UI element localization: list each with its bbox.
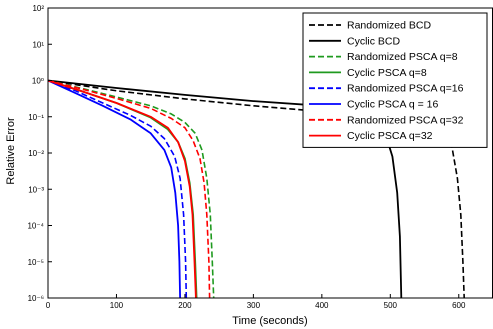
legend-label-4: Randomized PSCA q=16 xyxy=(347,83,464,95)
y-tick-label: 10⁻⁵ xyxy=(28,258,44,267)
series-line-6 xyxy=(48,79,211,298)
series-line-5 xyxy=(48,79,181,298)
x-axis-label: Time (seconds) xyxy=(232,315,307,327)
x-tick-label: 300 xyxy=(247,301,261,310)
series-line-4 xyxy=(48,79,188,298)
x-tick-label: 0 xyxy=(46,301,51,310)
y-tick-label: 10¹ xyxy=(32,40,44,49)
y-tick-label: 10² xyxy=(32,4,44,13)
y-tick-label: 10⁻⁶ xyxy=(28,294,44,303)
legend-label-6: Randomized PSCA q=32 xyxy=(347,114,464,126)
y-tick-label: 10⁻³ xyxy=(28,185,44,194)
legend-label-1: Cyclic BCD xyxy=(347,35,401,47)
y-tick-label: 10⁰ xyxy=(32,77,44,86)
legend-label-2: Randomized PSCA q=8 xyxy=(347,51,458,63)
x-tick-label: 600 xyxy=(452,301,466,310)
legend-label-0: Randomized BCD xyxy=(347,20,431,32)
x-tick-label: 500 xyxy=(384,301,398,310)
y-tick-label: 10⁻⁴ xyxy=(27,222,44,231)
y-tick-label: 10⁻¹ xyxy=(28,113,44,122)
legend-box xyxy=(302,12,488,148)
y-axis-label: Relative Error xyxy=(5,117,17,185)
x-tick-label: 100 xyxy=(110,301,124,310)
series-line-7 xyxy=(48,79,197,298)
legend-label-3: Cyclic PSCA q=8 xyxy=(347,67,427,79)
x-tick-label: 200 xyxy=(178,301,192,310)
series-line-2 xyxy=(48,79,215,298)
legend-label-5: Cyclic PSCA q = 16 xyxy=(347,99,438,111)
x-tick-label: 400 xyxy=(315,301,329,310)
y-tick-label: 10⁻² xyxy=(28,149,44,158)
legend-label-7: Cyclic PSCA q=32 xyxy=(347,130,433,142)
